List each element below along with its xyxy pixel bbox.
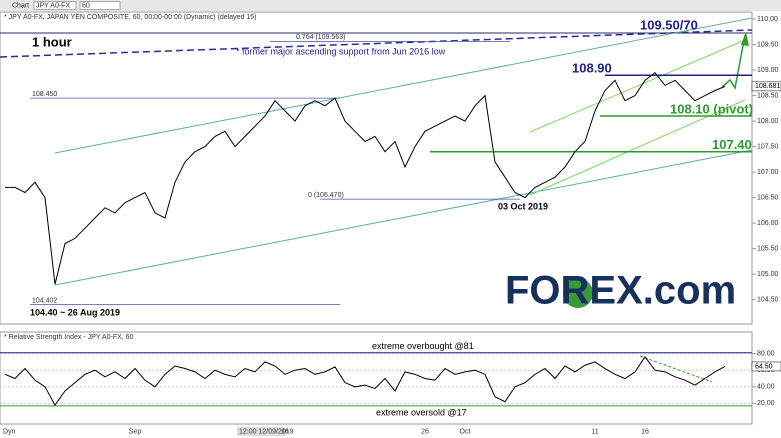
target-label: 109.50/70	[640, 17, 698, 32]
x-tick-label: 26	[421, 428, 429, 435]
crosshair-label: 12:00 12/09/2019	[239, 428, 294, 435]
level-label: extreme oversold @17	[376, 407, 467, 417]
swing-label: 03 Oct 2019	[498, 201, 548, 211]
level-label: 108.10 (pivot)	[670, 101, 753, 116]
projection-arrow	[741, 32, 749, 46]
series-line	[5, 71, 726, 285]
crosshair-box	[237, 427, 285, 436]
support-note: * former major ascending support from Ju…	[236, 46, 446, 56]
last-label: 108.681	[755, 83, 780, 90]
projection	[721, 34, 746, 91]
y-tick-label: 106.00	[757, 220, 779, 227]
corner-label: Dyn	[3, 428, 16, 435]
y-tick-label: 20.00	[757, 400, 775, 407]
last-box	[751, 361, 781, 372]
x-tick-label: 11	[591, 428, 598, 435]
price-pane	[0, 11, 753, 325]
y-tick-label: 110.00	[757, 16, 778, 23]
x-tick-label: 16	[281, 428, 289, 435]
level-label: 108.90	[572, 61, 612, 76]
fib-label: 108.450	[32, 91, 57, 98]
rsi-title: * Relative Strength Index - JPY A0-FX, 6…	[4, 334, 134, 341]
y-tick-label: 80.00	[757, 350, 775, 357]
channel-bottom	[54, 149, 753, 286]
y-tick-label: 105.50	[757, 245, 779, 252]
x-tick-label: 16	[641, 428, 649, 435]
logo: FOREX.com	[505, 269, 736, 313]
green-channel-top	[529, 39, 746, 133]
y-tick-label: 106.50	[757, 194, 779, 201]
rsi-pane	[0, 331, 753, 425]
tab[interactable]: Chart	[12, 2, 29, 9]
channel-top	[54, 17, 753, 154]
timeframe: 1 hour	[32, 34, 72, 49]
logo-o	[563, 278, 593, 308]
fib-label: 104.402	[32, 297, 57, 304]
level-label: 107.40	[712, 137, 752, 152]
low-label: 104.40 ~ 26 Aug 2019	[30, 307, 120, 317]
interval[interactable]: 60	[82, 2, 90, 9]
former-support	[0, 29, 753, 58]
series-line	[4, 356, 726, 407]
interval-box[interactable]	[79, 1, 121, 10]
y-tick-label: 107.50	[757, 143, 779, 150]
x-tick-label: Sep	[129, 428, 142, 435]
fib-label: 0.764 (109.563)	[296, 34, 345, 41]
symbol[interactable]: JPY A0-FX	[36, 2, 70, 9]
fib-label: 0 (106.470)	[308, 192, 344, 199]
y-tick-label: 108.00	[757, 118, 779, 125]
y-tick-label: 109.00	[757, 67, 779, 74]
x-tick-label: Oct	[460, 428, 471, 435]
level-label: extreme overbought @81	[372, 341, 474, 351]
rsi-trendline	[639, 355, 713, 383]
price-title: * JPY A0-FX, JAPAN YEN COMPOSITE, 60, 00…	[4, 14, 257, 21]
last-label: 64.50	[755, 363, 773, 370]
y-tick-label: 108.50	[757, 92, 779, 99]
y-tick-label: 105.00	[757, 271, 779, 278]
y-tick-label: 104.50	[757, 296, 779, 303]
y-tick-label: 109.50	[757, 41, 779, 48]
last-box	[751, 81, 781, 92]
symbol-box[interactable]	[33, 1, 77, 10]
y-tick-label: 40.00	[757, 384, 775, 391]
toolbar	[0, 0, 781, 11]
y-tick-label: 107.00	[757, 169, 779, 176]
